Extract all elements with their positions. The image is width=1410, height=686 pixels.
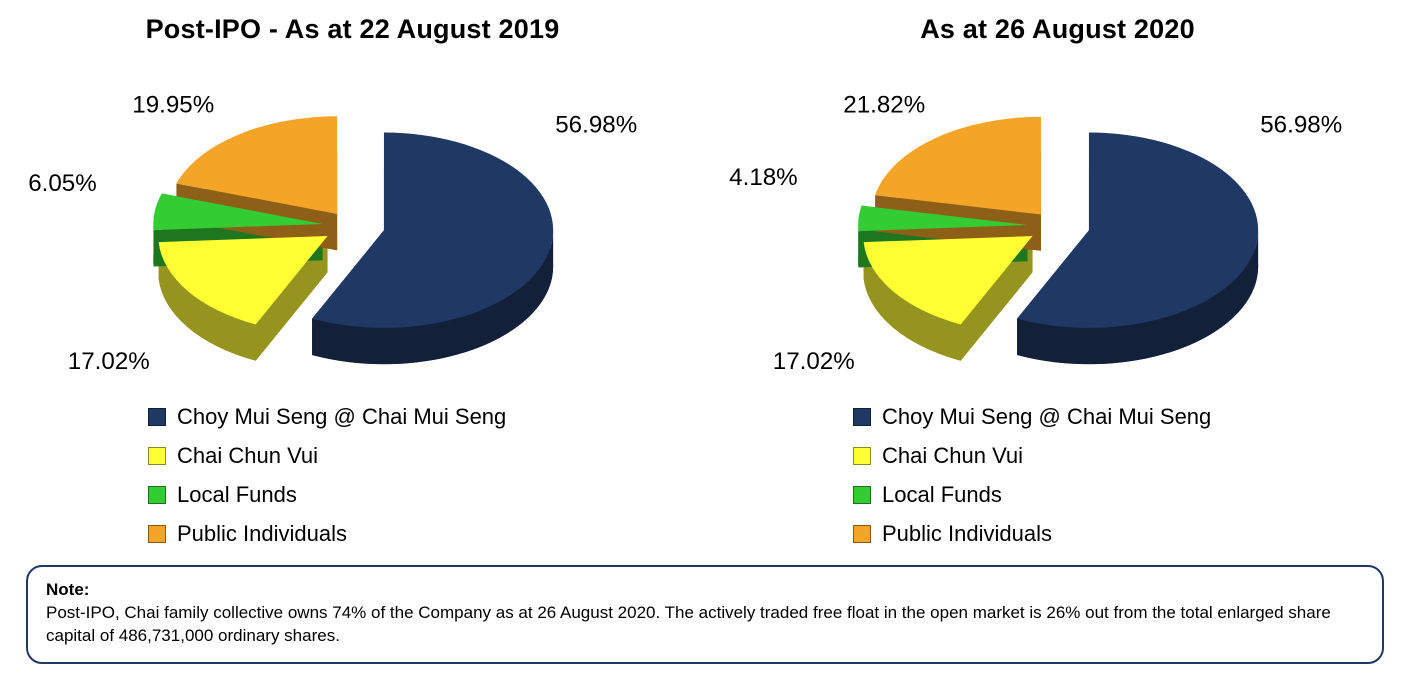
legend-item: Chai Chun Vui [853, 436, 1410, 475]
legend-swatch-icon [148, 407, 166, 426]
charts-row: Post-IPO - As at 22 August 2019 56.98% 17… [0, 0, 1410, 553]
pie-slice-top-3 [875, 116, 1041, 215]
legend-label: Chai Chun Vui [177, 442, 319, 468]
legend-label: Choy Mui Seng @ Chai Mui Seng [882, 403, 1212, 429]
legend-label: Choy Mui Seng @ Chai Mui Seng [177, 403, 507, 429]
legend-label: Local Funds [882, 481, 1002, 507]
legend-swatch-icon [853, 407, 871, 426]
note-box: Note: Post-IPO, Chai family collective o… [26, 565, 1384, 665]
legend-swatch-icon [853, 524, 871, 543]
legend-item: Local Funds [148, 475, 705, 514]
chart-block-2019: Post-IPO - As at 22 August 2019 56.98% 17… [0, 0, 705, 553]
legend-swatch-icon [148, 524, 166, 543]
legend-item: Local Funds [853, 475, 1410, 514]
legend-label: Chai Chun Vui [882, 442, 1024, 468]
pie-slice-top-0 [312, 132, 554, 328]
legend-swatch-icon [853, 446, 871, 465]
pie-slice-top-1 [863, 236, 1033, 325]
legend-2020: Choy Mui Seng @ Chai Mui Seng Chai Chun V… [853, 397, 1410, 553]
pie-slice-top-0 [1017, 132, 1259, 328]
legend-item: Chai Chun Vui [148, 436, 705, 475]
percent-label: 17.02% [68, 348, 150, 375]
legend-label: Local Funds [177, 481, 297, 507]
pie-slice-wall-0 [1017, 230, 1259, 365]
pie-chart-2020: 56.98% 17.02% 4.18% 21.82% [729, 91, 1342, 375]
pie-slice-wall-0 [312, 230, 554, 365]
percent-label: 4.18% [729, 164, 798, 191]
pie-chart-2019: 56.98% 17.02% 6.05% 19.95% [28, 91, 637, 375]
legend-label: Public Individuals [177, 520, 347, 546]
legend-item: Public Individuals [853, 514, 1410, 553]
chart-block-2020: As at 26 August 2020 56.98% 17.02% 4.18% 21… [705, 0, 1410, 553]
pie-slice-top-2 [858, 205, 1028, 232]
pie-slice-top-2 [153, 193, 323, 231]
pie-slice-top-1 [158, 236, 328, 325]
percent-label: 56.98% [1260, 112, 1342, 139]
legend-label: Public Individuals [882, 520, 1052, 546]
legend-item: Public Individuals [148, 514, 705, 553]
legend-item: Choy Mui Seng @ Chai Mui Seng [148, 397, 705, 436]
chart-title-2020: As at 26 August 2020 [920, 14, 1195, 44]
percent-label: 6.05% [28, 170, 96, 197]
chart-title-2019: Post-IPO - As at 22 August 2019 [145, 14, 560, 44]
pie-slice-wall-1 [863, 242, 961, 361]
pie-slice-wall-1 [158, 242, 256, 361]
legend-swatch-icon [148, 485, 166, 504]
percent-label: 19.95% [132, 91, 214, 118]
legend-swatch-icon [853, 485, 871, 504]
legend-swatch-icon [148, 446, 166, 465]
note-body: Post-IPO, Chai family collective owns 74… [46, 603, 1331, 646]
legend-2019: Choy Mui Seng @ Chai Mui Seng Chai Chun V… [148, 397, 705, 553]
pie-slice-top-3 [176, 116, 338, 214]
percent-label: 21.82% [843, 91, 925, 118]
percent-label: 17.02% [773, 348, 855, 375]
note-heading: Note: [46, 580, 90, 600]
percent-label: 56.98% [555, 112, 637, 139]
legend-item: Choy Mui Seng @ Chai Mui Seng [853, 397, 1410, 436]
